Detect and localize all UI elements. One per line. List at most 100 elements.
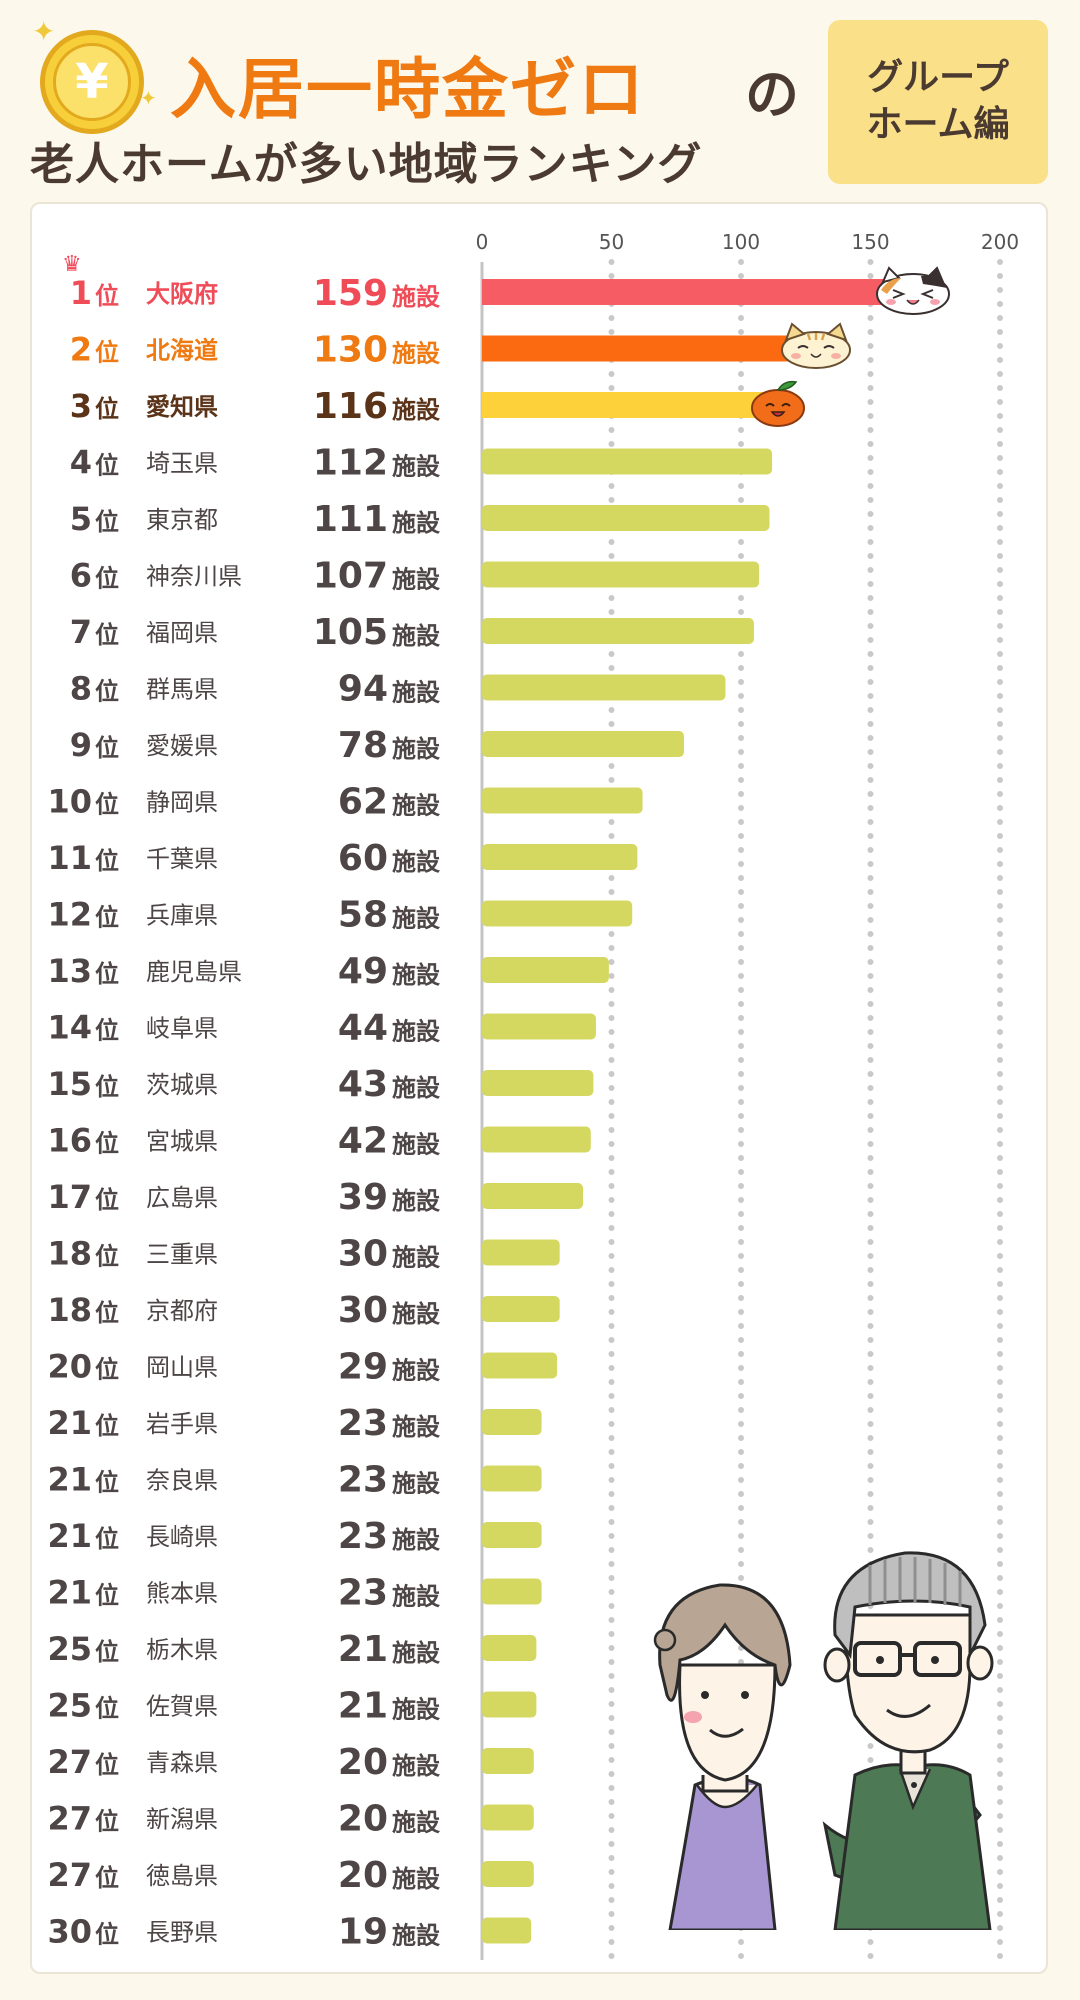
prefecture-label: 青森県 xyxy=(146,1749,218,1777)
calico-cat-icon xyxy=(876,266,950,315)
bar xyxy=(482,957,609,983)
category-badge: グループ ホーム編 xyxy=(828,20,1048,184)
prefecture-label: 佐賀県 xyxy=(146,1693,218,1721)
yen-symbol: ¥ xyxy=(53,43,131,121)
value-label: 20 xyxy=(338,1742,388,1783)
prefecture-label: 奈良県 xyxy=(146,1467,218,1495)
bar xyxy=(482,1522,542,1548)
rank-suffix: 位 xyxy=(95,1751,119,1779)
bar xyxy=(482,1917,532,1944)
value-label: 23 xyxy=(338,1516,388,1557)
rank-number: 3 xyxy=(70,387,92,425)
unit-label: 施設 xyxy=(392,1074,441,1102)
crown-icon: ♛ xyxy=(62,252,82,277)
unit-label: 施設 xyxy=(392,1018,441,1046)
unit-label: 施設 xyxy=(392,1809,441,1837)
badge-line1: グループ xyxy=(867,57,1009,99)
rank-number: 5 xyxy=(70,500,92,538)
bar xyxy=(482,1635,537,1661)
prefecture-label: 神奈川県 xyxy=(146,563,242,591)
rank-number: 15 xyxy=(47,1065,92,1103)
bar xyxy=(482,505,770,531)
unit-label: 施設 xyxy=(392,1470,441,1498)
rank-number: 21 xyxy=(47,1517,92,1555)
bar xyxy=(482,335,819,362)
unit-label: 施設 xyxy=(392,961,441,989)
bar xyxy=(482,1352,558,1379)
rank-suffix: 位 xyxy=(95,508,119,536)
rank-number: 25 xyxy=(47,1630,92,1668)
rank-number: 4 xyxy=(70,444,92,482)
rank-suffix: 位 xyxy=(95,791,119,819)
value-label: 21 xyxy=(338,1686,388,1727)
rank-suffix: 位 xyxy=(95,339,119,367)
rank-suffix: 位 xyxy=(95,904,119,932)
unit-label: 施設 xyxy=(392,1865,441,1893)
value-label: 116 xyxy=(313,386,388,427)
rank-suffix: 位 xyxy=(95,565,119,593)
value-label: 94 xyxy=(338,669,388,710)
prefecture-label: 熊本県 xyxy=(146,1580,218,1608)
unit-label: 施設 xyxy=(392,792,441,820)
rank-number: 27 xyxy=(47,1743,92,1781)
bar xyxy=(482,392,783,418)
x-tick-label: 0 xyxy=(476,230,489,254)
rank-number: 14 xyxy=(47,1009,92,1047)
x-tick-label: 100 xyxy=(722,230,760,254)
rank-suffix: 位 xyxy=(95,847,119,875)
rank-number: 21 xyxy=(47,1574,92,1612)
rank-suffix: 位 xyxy=(95,1073,119,1101)
unit-label: 施設 xyxy=(392,622,441,650)
rank-number: 1 xyxy=(70,274,92,312)
elderly-couple-illustration xyxy=(653,1551,994,1930)
prefecture-label: 福岡県 xyxy=(146,619,218,647)
unit-label: 施設 xyxy=(392,1131,441,1159)
bar xyxy=(482,1126,591,1153)
x-tick-label: 50 xyxy=(599,230,624,254)
bar xyxy=(482,1691,537,1718)
rank-suffix: 位 xyxy=(95,678,119,706)
bar xyxy=(482,1239,560,1266)
unit-label: 施設 xyxy=(392,1300,441,1328)
rank-suffix: 位 xyxy=(95,1356,119,1384)
unit-label: 施設 xyxy=(392,1639,441,1667)
rank-suffix: 位 xyxy=(95,1695,119,1723)
prefecture-label: 栃木県 xyxy=(146,1636,218,1664)
unit-label: 施設 xyxy=(392,1696,441,1724)
rank-suffix: 位 xyxy=(95,1525,119,1553)
rank-number: 17 xyxy=(47,1178,92,1216)
value-label: 20 xyxy=(338,1855,388,1896)
prefecture-label: 静岡県 xyxy=(146,789,218,817)
prefecture-label: 京都府 xyxy=(146,1297,218,1325)
rank-number: 12 xyxy=(47,896,92,934)
page-title: 入居一時金ゼロ xyxy=(170,51,646,128)
page-title-particle: の xyxy=(745,63,799,126)
rank-number: 9 xyxy=(70,726,92,764)
bar xyxy=(482,844,638,870)
unit-label: 施設 xyxy=(392,905,441,933)
rank-number: 20 xyxy=(47,1348,92,1386)
rank-suffix: 位 xyxy=(95,1130,119,1158)
value-label: 23 xyxy=(338,1403,388,1444)
sparkle-icon: ✦ xyxy=(140,86,157,110)
value-label: 23 xyxy=(338,1573,388,1614)
unit-label: 施設 xyxy=(392,340,441,368)
value-label: 43 xyxy=(338,1064,388,1105)
unit-label: 施設 xyxy=(392,566,441,594)
value-label: 105 xyxy=(313,612,388,653)
unit-label: 施設 xyxy=(392,453,441,481)
bar xyxy=(482,561,760,588)
value-label: 60 xyxy=(338,838,388,879)
bar xyxy=(482,1578,542,1605)
rank-number: 10 xyxy=(47,783,92,821)
unit-label: 施設 xyxy=(392,509,441,537)
x-tick-label: 150 xyxy=(851,230,889,254)
prefecture-label: 東京都 xyxy=(146,506,218,534)
prefecture-label: 徳島県 xyxy=(146,1862,218,1890)
sparkle-icon: ✦ xyxy=(32,15,56,48)
value-label: 58 xyxy=(338,895,388,936)
rank-number: 18 xyxy=(47,1291,92,1329)
rank-number: 27 xyxy=(47,1856,92,1894)
prefecture-label: 茨城県 xyxy=(146,1071,218,1099)
value-label: 62 xyxy=(338,782,388,823)
